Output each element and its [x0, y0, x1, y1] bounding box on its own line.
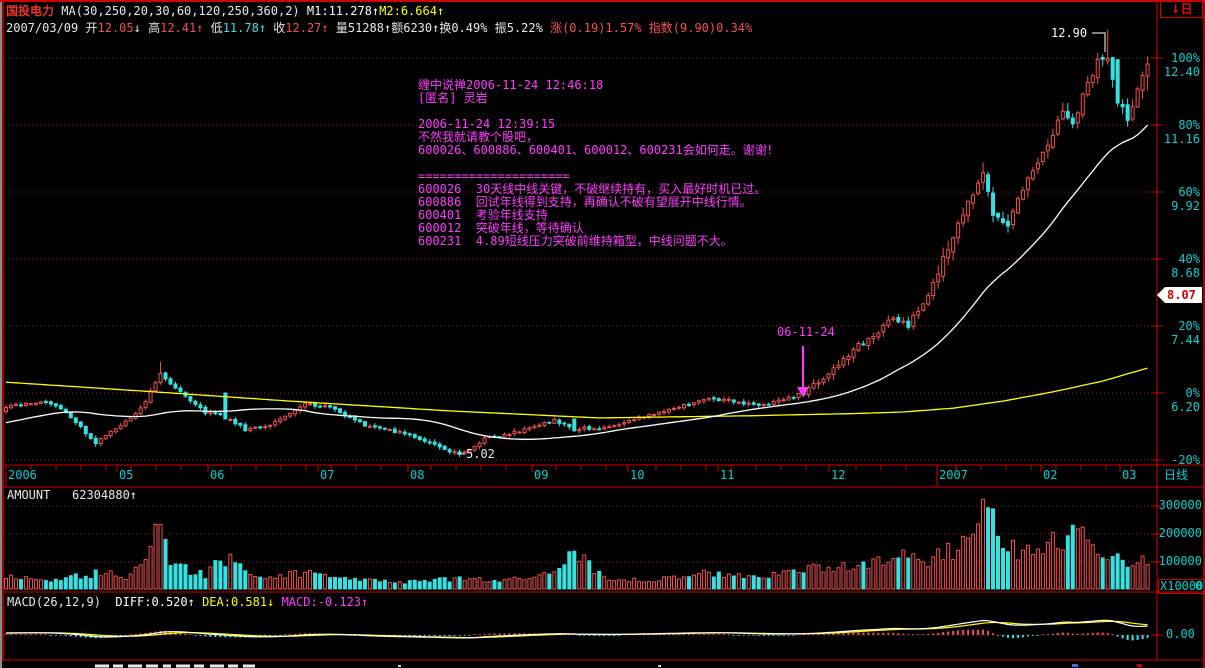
header-field: ↑	[321, 21, 336, 35]
header-field: ↑	[383, 21, 392, 35]
percent-axis-label: 0%	[1185, 386, 1200, 400]
header-field: M2:6.664	[379, 4, 437, 18]
macd-params: MACD(26,12,9)	[7, 595, 116, 609]
clipped-bottom-row	[194, 664, 204, 668]
header-field: 国投电力	[6, 4, 55, 18]
header-field: ↑	[436, 4, 445, 18]
download-arrow-icon: ↓	[1170, 2, 1181, 16]
macd-dea-value: DEA:0.581↓	[202, 595, 282, 609]
volume-axis-label: 200000	[1158, 526, 1202, 540]
clipped-bottom-row	[146, 664, 158, 668]
event-date-label: 06-11-24	[777, 325, 835, 339]
clipped-bottom-row	[243, 664, 255, 668]
clipped-bottom-row	[176, 664, 190, 668]
price-axis-label: 7.44	[1171, 333, 1200, 347]
macd-hist-value: MACD:-0.123↑	[281, 595, 369, 609]
header-line2: 2007/03/09 开12.05↓ 高12.41↑ 低11.78↑ 收12.2…	[6, 19, 752, 36]
header-field: 开	[85, 21, 98, 35]
header-field: 12.41	[160, 21, 197, 35]
month-label: 07	[320, 468, 335, 482]
annotation-line: 缠中说禅2006-11-24 12:46:18	[418, 78, 604, 92]
month-label: 02	[1043, 468, 1058, 482]
volume-zero-label: 0	[1195, 579, 1203, 593]
header-field: 换0.49%	[439, 21, 495, 35]
clipped-bottom-row	[95, 664, 109, 668]
macd-diff-value: DIFF:0.520↑	[115, 595, 203, 609]
month-label: 11	[720, 468, 735, 482]
price-axis-label: 11.16	[1163, 132, 1200, 146]
price-axis-label: 9.92	[1171, 199, 1200, 213]
percent-axis-label: 100%	[1171, 51, 1200, 65]
period-axis-label: 日线	[1164, 468, 1189, 482]
amount-indicator-name: AMOUNT	[7, 488, 51, 502]
header-field: 11.78	[222, 21, 259, 35]
percent-axis-label: -20%	[1171, 453, 1200, 467]
month-label: 03	[1122, 468, 1137, 482]
header-field: MA(30,250,20,30,60,120,250,360,2)	[54, 4, 307, 18]
header-field: 低	[210, 21, 223, 35]
percent-axis-label: 80%	[1178, 118, 1200, 132]
annotation-line: 600886 回试年线得到支持，再确认不破有望展开中线行情。	[418, 195, 752, 209]
header-field: 指数(9.90)0.34%	[648, 21, 753, 35]
month-label: 2006	[8, 468, 37, 482]
header-field: 额6230	[391, 21, 433, 35]
amount-indicator-value: 62304880↑	[72, 488, 138, 502]
annotation-line: =====================	[418, 169, 570, 183]
clipped-bottom-row	[113, 664, 123, 668]
annotation-line: [匿名] 灵岩	[418, 91, 488, 105]
month-label: 10	[630, 468, 645, 482]
percent-axis-label: 40%	[1178, 252, 1200, 266]
period-button-label: 日	[1180, 2, 1193, 16]
header-field: ↑	[371, 4, 380, 18]
header-field: 量51288	[335, 21, 384, 35]
header-field: M1:11.278	[306, 4, 372, 18]
macd-zero-label: 0.00	[1166, 627, 1195, 641]
annotation-line: 600231 4.89短线压力突破前维持箱型，中线问题不大。	[418, 234, 733, 248]
price-tag: 8.07	[1167, 288, 1196, 302]
header-field: ↑	[258, 21, 274, 35]
month-label: 05	[119, 468, 134, 482]
header-field: 2007/03/09	[6, 21, 86, 35]
annotation-line: 600026、600886、600401、600012、600231会如何走。谢…	[418, 143, 779, 157]
clipped-bottom-row	[210, 664, 224, 668]
clipped-bottom-row	[228, 664, 238, 668]
month-label: 12	[831, 468, 846, 482]
price-axis-label: 8.68	[1171, 266, 1200, 280]
percent-axis-label: 60%	[1178, 185, 1200, 199]
header-field: 12.27	[285, 21, 322, 35]
low-price-label: 5.02	[466, 447, 495, 461]
volume-axis-label: 100000	[1158, 554, 1202, 568]
month-label: 2007	[939, 468, 968, 482]
month-label: 09	[534, 468, 549, 482]
header-field: 振5.22%	[494, 21, 551, 35]
annotation-line: 600026 30天线中线关键，不破继续持有，买入最好时机已过。	[418, 182, 767, 196]
header-field: ↑	[432, 21, 440, 35]
price-axis-label: 12.40	[1163, 65, 1200, 79]
price-axis-label: 6.20	[1171, 400, 1200, 414]
annotation-line: 600401 考验年线支持	[418, 208, 548, 222]
annotation-line: 不然我就请教个股吧，	[418, 130, 539, 144]
month-label: 08	[410, 468, 425, 482]
header-line1: 国投电力 MA(30,250,20,30,60,120,250,360,2) M…	[6, 2, 444, 19]
header-field: ↑	[196, 21, 211, 35]
high-price-label: 12.90	[1051, 26, 1088, 40]
volume-axis-label: 300000	[1158, 498, 1202, 512]
annotation-line: 2006-11-24 12:39:15	[418, 117, 556, 131]
percent-axis-label: 20%	[1178, 319, 1200, 333]
header-field: ↓	[133, 21, 149, 35]
period-button[interactable]: ↓日	[1160, 1, 1203, 18]
header-field: 收	[273, 21, 286, 35]
annotation-line: 600012 突破年线，等待确认	[418, 221, 584, 235]
header-field: 高	[148, 21, 161, 35]
chat-annotation-overlay: 缠中说禅2006-11-24 12:46:18 [匿名] 灵岩 2006-11-24…	[418, 79, 779, 248]
macd-indicator-header: MACD(26,12,9) DIFF:0.520↑ DEA:0.581↓ MAC…	[7, 596, 368, 609]
header-field: 涨(0.19)1.57%	[550, 21, 649, 35]
clipped-bottom-row	[163, 664, 171, 668]
clipped-bottom-row	[128, 664, 142, 668]
month-label: 06	[210, 468, 225, 482]
header-field: 12.05	[97, 21, 134, 35]
